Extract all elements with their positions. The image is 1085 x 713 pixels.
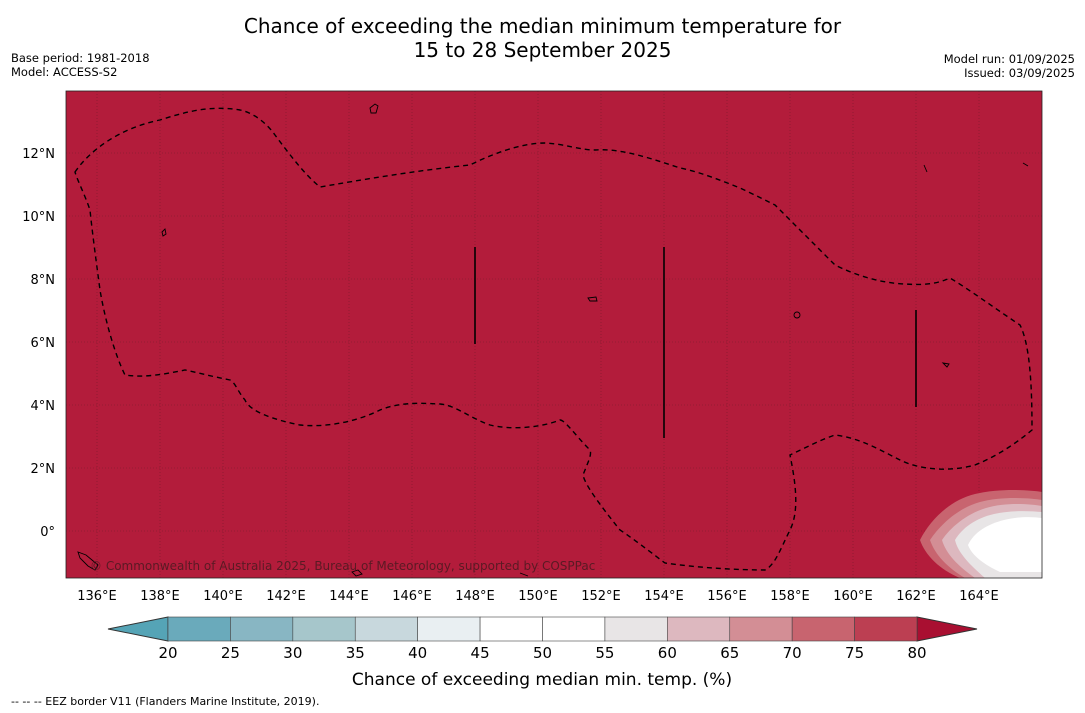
latitude-label: 8°N [31, 273, 56, 288]
boundary-segments [474, 247, 917, 438]
island [351, 569, 363, 577]
model-name: Model: ACCESS-S2 [11, 65, 118, 79]
eez-border [74, 107, 1033, 571]
colorbar-bin [729, 616, 793, 642]
latitude-label: 0° [40, 525, 55, 540]
title-line-1: Chance of exceeding the median minimum t… [243, 14, 842, 38]
longitude-label: 148°E [455, 589, 495, 604]
colorbar-label: 35 [346, 644, 365, 662]
colorbar-bin [167, 616, 231, 642]
colorbar-label: 20 [158, 644, 177, 662]
latitude-label: 2°N [31, 462, 56, 477]
colorbar: 20 25 30 35 40 45 50 55 60 65 70 75 80 [107, 616, 978, 662]
latitude-label: 12°N [22, 147, 55, 162]
latitude-label: 6°N [31, 336, 56, 351]
meta-right: Model run: 01/09/2025 Issued: 03/09/2025 [944, 52, 1075, 80]
longitude-label: 140°E [203, 589, 243, 604]
colorbar-label: 55 [595, 644, 614, 662]
longitude-label: 138°E [140, 589, 180, 604]
map-area[interactable] [66, 91, 1042, 578]
colorbar-label: 40 [408, 644, 427, 662]
longitude-label: 136°E [77, 589, 117, 604]
colorbar-label: 70 [783, 644, 802, 662]
island [587, 296, 598, 302]
title-line-2: 15 to 28 September 2025 [413, 38, 672, 62]
colorbar-bin [854, 616, 918, 642]
meta-left: Base period: 1981-2018 Model: ACCESS-S2 [11, 51, 150, 79]
island [941, 362, 950, 368]
colorbar-bin [230, 616, 294, 642]
islands [77, 103, 1029, 577]
colorbar-label: 30 [283, 644, 302, 662]
longitude-label: 164°E [959, 589, 999, 604]
base-period: Base period: 1981-2018 [11, 51, 150, 65]
colorbar-bin [542, 616, 606, 642]
map-border [65, 90, 1043, 579]
contour-50 [968, 517, 1042, 572]
latitude-labels: 12°N 10°N 8°N 6°N 4°N 2°N 0° [22, 147, 55, 540]
colorbar-label: 45 [471, 644, 490, 662]
colorbar-bin [292, 616, 356, 642]
island [161, 228, 167, 237]
colorbar-title: Chance of exceeding median min. temp. (%… [352, 670, 732, 690]
longitude-label: 158°E [770, 589, 810, 604]
colorbar-label: 50 [533, 644, 552, 662]
island [77, 551, 99, 571]
chart-title: Chance of exceeding the median minimum t… [0, 14, 1085, 62]
colorbar-bin [354, 616, 418, 642]
colorbar-label: 75 [845, 644, 864, 662]
gridlines [66, 91, 1042, 578]
longitude-label: 142°E [266, 589, 306, 604]
probability-contours [920, 490, 1042, 578]
colorbar-over-arrow [916, 616, 978, 642]
copyright-text: © Commonwealth of Australia 2025, Bureau… [90, 559, 595, 573]
colorbar-bin [604, 616, 668, 642]
longitude-label: 162°E [896, 589, 936, 604]
colorbar-under-arrow [107, 616, 169, 642]
longitude-label: 160°E [833, 589, 873, 604]
longitude-label: 154°E [644, 589, 684, 604]
longitude-label: 152°E [581, 589, 621, 604]
colorbar-bin [479, 616, 543, 642]
longitude-labels: 136°E 138°E 140°E 142°E 144°E 146°E 148°E 150°E… [77, 589, 999, 604]
longitude-label: 150°E [518, 589, 558, 604]
colorbar-label: 25 [221, 644, 240, 662]
latitude-label: 4°N [31, 399, 56, 414]
colorbar-label: 65 [720, 644, 739, 662]
island [1022, 162, 1029, 167]
colorbar-label: 60 [658, 644, 677, 662]
model-run: Model run: 01/09/2025 [943, 52, 1075, 66]
colorbar-bin [791, 616, 855, 642]
issued-date: Issued: 03/09/2025 [964, 66, 1075, 80]
island [923, 164, 928, 173]
island [793, 311, 801, 319]
island [369, 103, 379, 114]
colorbar-label: 80 [907, 644, 926, 662]
longitude-label: 144°E [329, 589, 369, 604]
longitude-label: 146°E [392, 589, 432, 604]
footnote: -- -- -- EEZ border V11 (Flanders Marine… [11, 695, 320, 708]
latitude-label: 10°N [22, 210, 55, 225]
colorbar-bin [417, 616, 481, 642]
longitude-label: 156°E [707, 589, 747, 604]
colorbar-bin [667, 616, 731, 642]
island [519, 572, 529, 577]
